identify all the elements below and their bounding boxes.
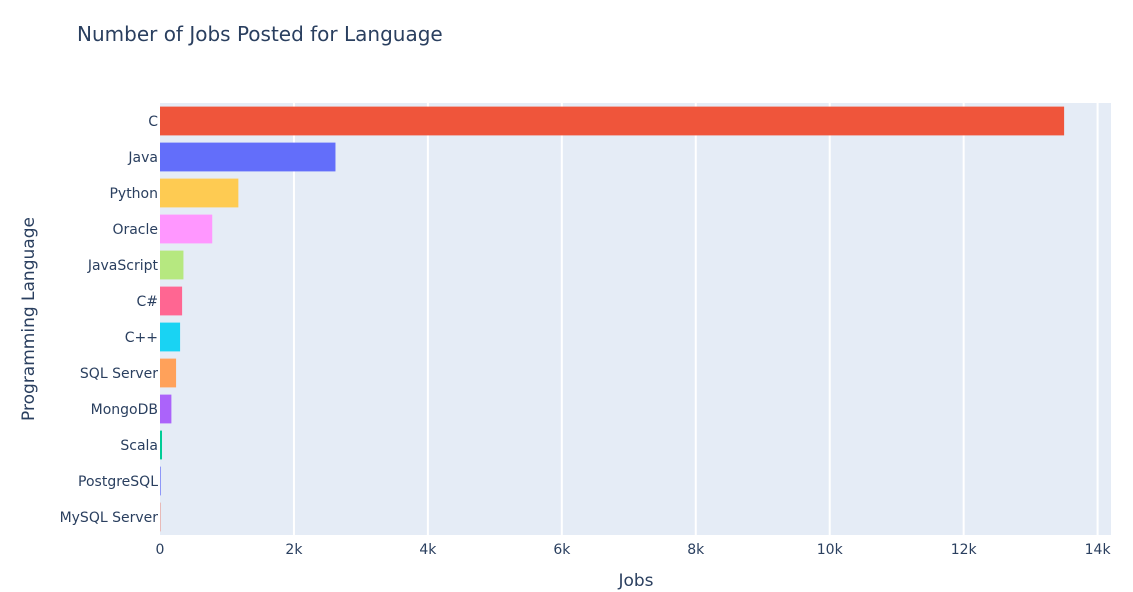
x-tick-label: 6k [553,542,571,558]
y-axis-title: Programming Language [19,217,39,421]
bars [160,106,1065,532]
bar-c [160,106,1065,136]
bar-scala [160,430,163,460]
bar-postgresql [160,466,161,496]
chart-title: Number of Jobs Posted for Language [77,22,443,46]
y-tick-label: Java [127,150,158,166]
y-tick-label: MongoDB [91,402,158,418]
bar-c- [160,286,183,316]
bar-c- [160,322,181,352]
x-tick-labels: 0 2k 4k 6k 8k 10k 12k 14k [156,542,1112,558]
x-axis-title: Jobs [617,571,653,591]
y-tick-label: PostgreSQL [78,474,158,490]
y-tick-label: Oracle [112,222,158,238]
bar-java [160,142,336,172]
y-tick-label: C++ [125,330,158,346]
y-tick-label: Scala [120,438,158,454]
y-tick-label: Python [109,186,158,202]
y-tick-labels: C Java Python Oracle JavaScript C# C++ SQL Serv… [60,114,159,526]
bar-javascript [160,250,184,280]
x-tick-label: 12k [951,542,978,558]
y-tick-label: C# [136,294,158,310]
x-tick-label: 10k [817,542,844,558]
bar-mongodb [160,394,172,424]
bar-sql-server [160,358,177,388]
y-tick-label: JavaScript [87,258,159,274]
y-tick-label: MySQL Server [60,510,159,526]
x-tick-label: 8k [687,542,705,558]
plot-area [160,103,1111,535]
gridlines [292,103,1099,535]
y-tick-label: C [148,114,158,130]
x-tick-label: 0 [156,542,165,558]
x-tick-label: 14k [1085,542,1112,558]
x-tick-label: 2k [285,542,303,558]
x-tick-label: 4k [419,542,437,558]
y-tick-label: SQL Server [80,366,158,382]
bar-oracle [160,214,213,244]
bar-python [160,178,239,208]
